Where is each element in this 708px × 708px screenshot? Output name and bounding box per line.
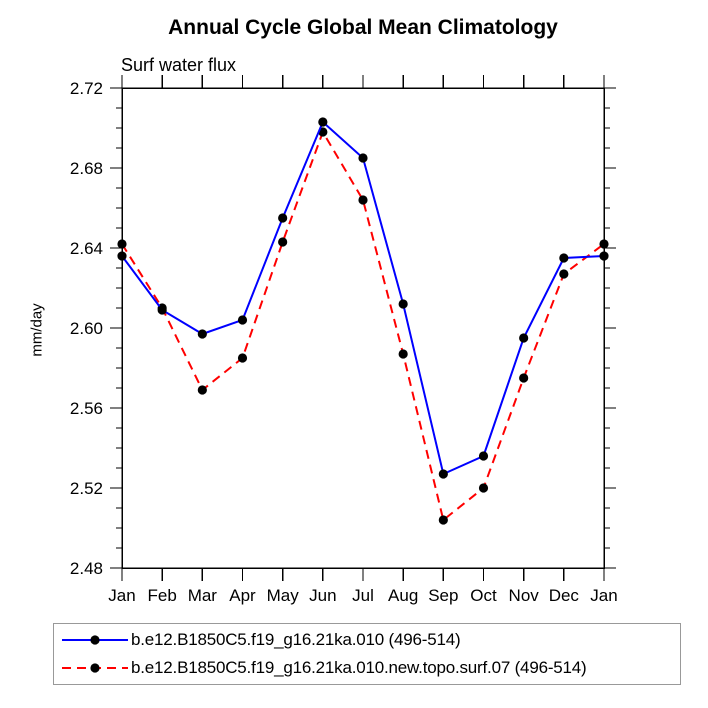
data-point-marker (599, 239, 609, 249)
legend-label: b.e12.B1850C5.f19_g16.21ka.010.new.topo.… (131, 658, 587, 677)
data-point-marker (519, 333, 529, 343)
x-tick-label: May (267, 586, 300, 605)
series-line (121, 129, 605, 522)
x-tick-label: Apr (229, 586, 256, 605)
y-tick-label: 2.52 (70, 479, 103, 498)
data-point-marker (559, 269, 569, 279)
data-point-marker (197, 329, 207, 339)
legend: b.e12.B1850C5.f19_g16.21ka.010 (496-514)… (53, 623, 681, 685)
data-point-marker (478, 451, 489, 461)
data-point-marker (318, 117, 328, 127)
y-tick-label: 2.60 (70, 319, 103, 338)
series-line (121, 120, 605, 476)
data-point-marker (157, 305, 167, 315)
y-tick-label: 2.68 (70, 159, 103, 178)
legend-line-sample-solid (62, 635, 128, 645)
x-tick-label: Oct (470, 586, 497, 605)
data-point-marker (197, 385, 207, 395)
data-point-marker (438, 515, 448, 525)
x-tick-label: Nov (509, 586, 540, 605)
x-tick-label: Jan (108, 586, 135, 605)
y-tick-label: 2.48 (70, 559, 103, 578)
x-tick-label: Sep (428, 586, 458, 605)
legend-marker-dot (90, 635, 100, 645)
x-tick-label: Dec (549, 586, 580, 605)
data-point-marker (278, 213, 288, 223)
y-tick-label: 2.72 (70, 79, 103, 98)
data-point-marker (117, 239, 127, 249)
legend-line-sample-dashed (62, 663, 128, 673)
data-point-marker (358, 153, 368, 163)
chart-title: Annual Cycle Global Mean Climatology (168, 16, 558, 39)
y-tick-label: 2.56 (70, 399, 103, 418)
y-tick-label: 2.64 (70, 239, 103, 258)
data-point-marker (438, 469, 448, 479)
legend-item: b.e12.B1850C5.f19_g16.21ka.010 (496-514) (59, 628, 680, 653)
data-point-marker (237, 315, 248, 325)
x-tick-label: Jun (309, 586, 336, 605)
x-tick-label: Feb (148, 586, 177, 605)
x-tick-label: Aug (388, 586, 418, 605)
legend-item: b.e12.B1850C5.f19_g16.21ka.010.new.topo.… (59, 656, 680, 681)
x-tick-label: Jan (590, 586, 617, 605)
legend-marker-dot (90, 663, 100, 673)
data-point-marker (237, 353, 248, 363)
data-point-marker (519, 373, 529, 383)
data-point-marker (358, 195, 368, 205)
x-tick-label: Jul (352, 586, 374, 605)
data-point-marker (478, 483, 489, 493)
data-point-marker (599, 251, 609, 261)
data-point-marker (398, 349, 408, 359)
x-tick-label: Mar (188, 586, 218, 605)
legend-label: b.e12.B1850C5.f19_g16.21ka.010 (496-514) (131, 630, 461, 649)
data-point-marker (278, 237, 288, 247)
data-point-marker (117, 251, 127, 261)
data-point-marker (559, 253, 569, 263)
chart-subtitle: Surf water flux (121, 55, 237, 75)
data-point-marker (398, 299, 408, 309)
